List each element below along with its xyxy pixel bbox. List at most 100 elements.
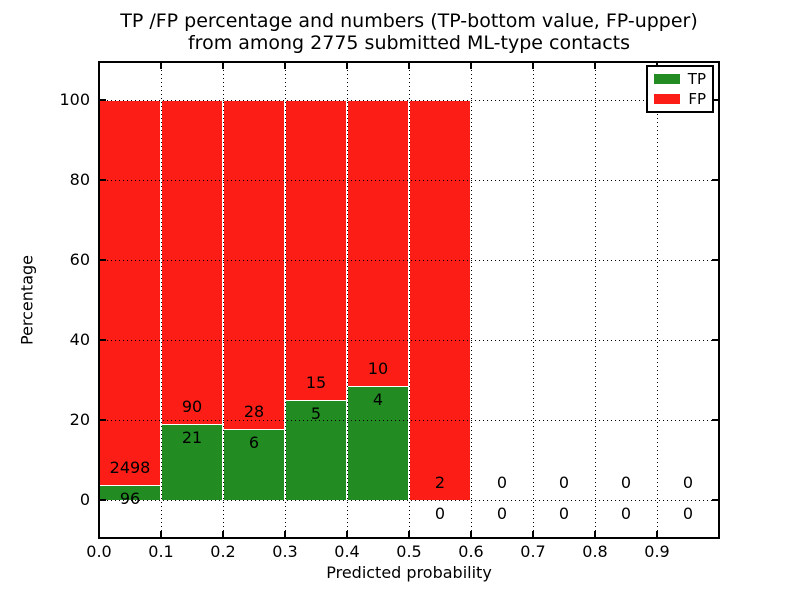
x-tick [408,531,410,538]
tp-count-label: 4 [372,389,384,409]
x-tick-top [346,62,348,69]
tp-count-label: 5 [310,404,322,423]
x-tick-label: 0.1 [148,542,174,561]
v-gridline [347,62,348,538]
x-tick-label: 0.0 [86,542,112,561]
v-gridline [657,62,658,538]
bar-segment-tp [223,429,285,500]
x-tick-label: 0.5 [396,542,422,561]
y-tick-label: 80 [69,170,90,189]
tp-count-label: 0 [558,504,570,523]
x-tick [532,531,534,538]
y-tick-label: 60 [69,250,90,269]
x-tick-label: 0.9 [644,542,670,561]
bar-segment-fp [223,100,285,430]
v-gridline [471,62,472,538]
plot-area: 2498 96 90 21 28 6 15 5 10 4 2 0 0 0 0 0 0 0 0 0 [98,61,720,539]
legend: TP FP [646,65,714,113]
x-tick-top [222,62,224,69]
v-gridline [595,62,596,538]
fp-count-label: 0 [682,473,694,492]
y-tick-right [712,99,719,101]
x-tick-top [284,62,286,69]
chart-title: TP /FP percentage and numbers (TP-bottom… [99,10,719,54]
x-tick [222,531,224,538]
x-tick [98,531,100,538]
v-gridline [409,62,410,538]
x-tick [594,531,596,538]
y-axis-label: Percentage [17,254,37,346]
y-tick [99,179,106,181]
x-axis-label: Predicted probability [326,563,492,582]
tp-count-label: 21 [181,428,203,448]
y-tick [99,259,106,261]
bar-segment-fp [285,100,347,400]
x-tick [718,531,720,538]
v-gridline [533,62,534,538]
y-tick [99,99,106,101]
fp-count-label: 2498 [109,458,151,478]
fp-count-label: 15 [305,373,327,392]
fp-count-label: 2 [434,473,446,492]
tp-count-label: 96 [119,489,141,509]
bar-segment-fp [161,100,223,425]
legend-swatch-fp [654,94,681,104]
x-tick-label: 0.8 [582,542,608,561]
tp-count-label: 0 [434,504,446,523]
x-tick-label: 0.4 [334,542,360,561]
fp-count-label: 90 [181,397,203,417]
y-tick-label: 100 [59,90,90,109]
fp-count-label: 0 [558,473,570,492]
x-tick-label: 0.2 [210,542,236,561]
fp-count-label: 0 [496,473,508,492]
bar-segment-tp [285,400,347,500]
y-tick-right [712,339,719,341]
x-tick-top [718,62,720,69]
legend-label-fp: FP [688,89,706,108]
y-tick-label: 0 [79,490,90,509]
y-tick-label: 20 [69,410,90,429]
x-tick-label: 0.7 [520,542,546,561]
x-tick-label: 0.6 [458,542,484,561]
tp-count-label: 6 [248,433,260,453]
bar-segment-fp [347,100,409,386]
y-tick-right [712,499,719,501]
y-tick [99,339,106,341]
fp-count-label: 28 [243,402,265,422]
y-tick-right [712,179,719,181]
y-tick [99,419,106,421]
fp-count-label: 10 [367,358,389,378]
bar-segment-tp [347,385,409,500]
bar-segment-fp [409,100,471,500]
legend-item-tp: TP [654,69,706,88]
tp-count-label: 0 [620,504,632,523]
x-tick-top [160,62,162,69]
tp-count-label: 0 [682,504,694,523]
v-gridline [223,62,224,538]
x-tick [160,531,162,538]
tp-count-label: 0 [496,504,508,523]
chart-title-line2: from among 2775 submitted ML-type contac… [187,32,631,54]
x-tick [284,531,286,538]
x-tick-top [408,62,410,69]
bar-segment-tp [161,424,223,500]
x-tick [470,531,472,538]
fp-count-label: 0 [620,473,632,492]
x-tick-top [532,62,534,69]
x-tick [346,531,348,538]
x-tick-top [594,62,596,69]
y-tick-right [712,259,719,261]
y-tick-right [712,419,719,421]
legend-swatch-tp [654,74,680,84]
x-tick-label: 0.3 [272,542,298,561]
legend-label-tp: TP [687,69,706,88]
y-tick [99,499,106,501]
x-tick [656,531,658,538]
legend-item-fp: FP [654,89,706,108]
v-gridline [285,62,286,538]
chart-title-line1: TP /FP percentage and numbers (TP-bottom… [120,10,698,32]
x-tick-top [470,62,472,69]
bar-segment-fp [99,100,161,486]
x-tick-top [98,62,100,69]
